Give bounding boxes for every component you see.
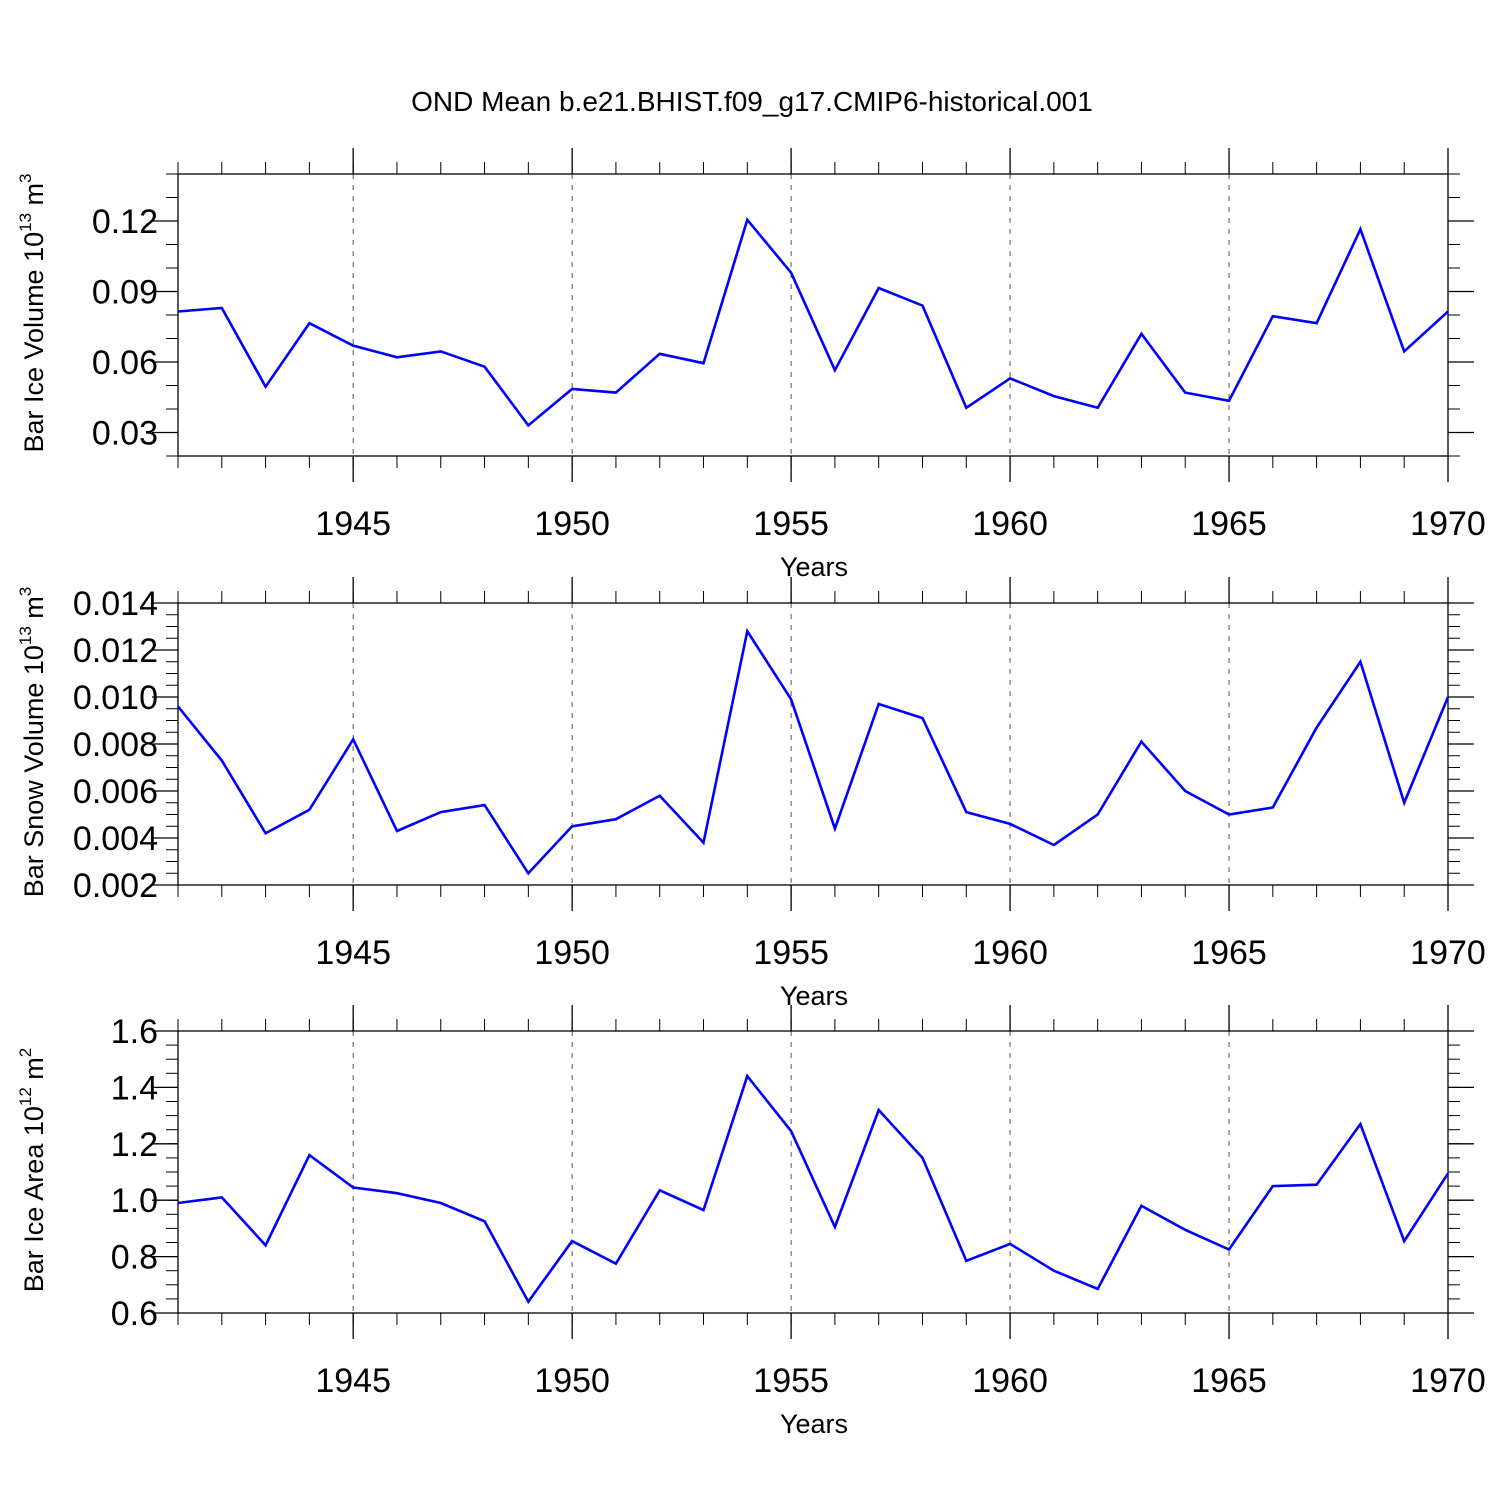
y-tick-label: 0.012 xyxy=(73,632,158,670)
y-tick-label: 1.6 xyxy=(111,1013,158,1051)
y-tick-label: 1.0 xyxy=(111,1182,158,1220)
x-tick-label: 1960 xyxy=(972,934,1048,972)
y-tick-label: 0.008 xyxy=(73,726,158,764)
figure-title: OND Mean b.e21.BHIST.f09_g17.CMIP6-histo… xyxy=(411,86,1093,117)
x-tick-label: 1945 xyxy=(315,934,391,972)
x-axis-label: Years xyxy=(780,981,848,1011)
y-tick-label: 0.06 xyxy=(92,344,158,382)
x-tick-label: 1960 xyxy=(972,1362,1048,1400)
y-axis-label: Bar Ice Volume 1013 m3 xyxy=(16,173,49,452)
x-tick-label: 1970 xyxy=(1410,505,1486,543)
y-tick-label: 0.6 xyxy=(111,1295,158,1333)
x-tick-label: 1955 xyxy=(753,934,829,972)
plot-frame xyxy=(177,602,1449,886)
y-tick-label: 0.09 xyxy=(92,274,158,312)
y-axis-label: Bar Ice Area 1012 m2 xyxy=(16,1048,49,1293)
series-line xyxy=(177,1073,1450,1305)
x-axis-label: Years xyxy=(780,1409,848,1439)
y-tick-label: 0.002 xyxy=(73,867,158,905)
y-axis-label-unit-exponent: 3 xyxy=(16,587,35,596)
x-tick-label: 1950 xyxy=(534,1362,610,1400)
series-line xyxy=(176,627,1450,876)
y-axis-label-exponent: 13 xyxy=(16,626,35,645)
y-tick-label: 0.004 xyxy=(73,820,158,858)
x-tick-label: 1970 xyxy=(1410,1362,1486,1400)
plot-frame xyxy=(177,1030,1449,1314)
plot-frame xyxy=(177,173,1449,457)
y-axis-label: Bar Snow Volume 1013 m3 xyxy=(16,587,49,898)
x-tick-label: 1965 xyxy=(1191,1362,1267,1400)
panel-3: 0.6 0.8 1.0 1.2 1.4 1.6 1945 1950 1955 1960 1965 19… xyxy=(16,1005,1486,1439)
y-tick-label: 0.010 xyxy=(73,679,158,717)
y-axis-label-unit-exponent: 3 xyxy=(16,173,35,182)
y-tick-label: 1.4 xyxy=(111,1069,158,1107)
x-tick-label: 1950 xyxy=(534,934,610,972)
panels-group: 0.03 0.06 0.09 0.12 1945 1950 1955 1960 1965 1970… xyxy=(16,148,1486,1439)
y-axis-label-main: Bar Ice Volume 10 xyxy=(19,232,49,453)
x-tick-label: 1960 xyxy=(972,505,1048,543)
x-tick-label: 1950 xyxy=(534,505,610,543)
x-tick-label: 1955 xyxy=(753,1362,829,1400)
y-axis-label-main: Bar Snow Volume 10 xyxy=(19,645,49,897)
x-tick-label: 1970 xyxy=(1410,934,1486,972)
y-axis-label-unit: m xyxy=(19,596,49,626)
x-tick-label: 1945 xyxy=(315,1362,391,1400)
y-axis-label-unit-exponent: 2 xyxy=(16,1048,35,1057)
x-tick-label: 1965 xyxy=(1191,934,1267,972)
panel-2: 0.002 0.004 0.006 0.008 0.010 0.012 0.014 1945 1… xyxy=(16,577,1486,1011)
y-axis-label-main: Bar Ice Area 10 xyxy=(19,1106,49,1292)
panel-1: 0.03 0.06 0.09 0.12 1945 1950 1955 1960 1965 1970… xyxy=(16,148,1486,582)
x-tick-label: 1965 xyxy=(1191,505,1267,543)
series-line xyxy=(177,217,1449,428)
x-axis-label: Years xyxy=(780,552,848,582)
x-tick-label: 1945 xyxy=(315,505,391,543)
y-axis-label-unit: m xyxy=(19,1057,49,1087)
x-tick-label: 1955 xyxy=(753,505,829,543)
y-tick-label: 0.12 xyxy=(92,203,158,241)
y-tick-label: 0.03 xyxy=(92,415,158,453)
y-tick-label: 0.8 xyxy=(111,1239,158,1277)
y-tick-label: 0.014 xyxy=(73,585,158,623)
y-tick-label: 1.2 xyxy=(111,1126,158,1164)
y-tick-label: 0.006 xyxy=(73,773,158,811)
y-axis-label-unit: m xyxy=(19,183,49,213)
y-axis-label-exponent: 13 xyxy=(16,213,35,232)
y-axis-label-exponent: 12 xyxy=(16,1087,35,1106)
